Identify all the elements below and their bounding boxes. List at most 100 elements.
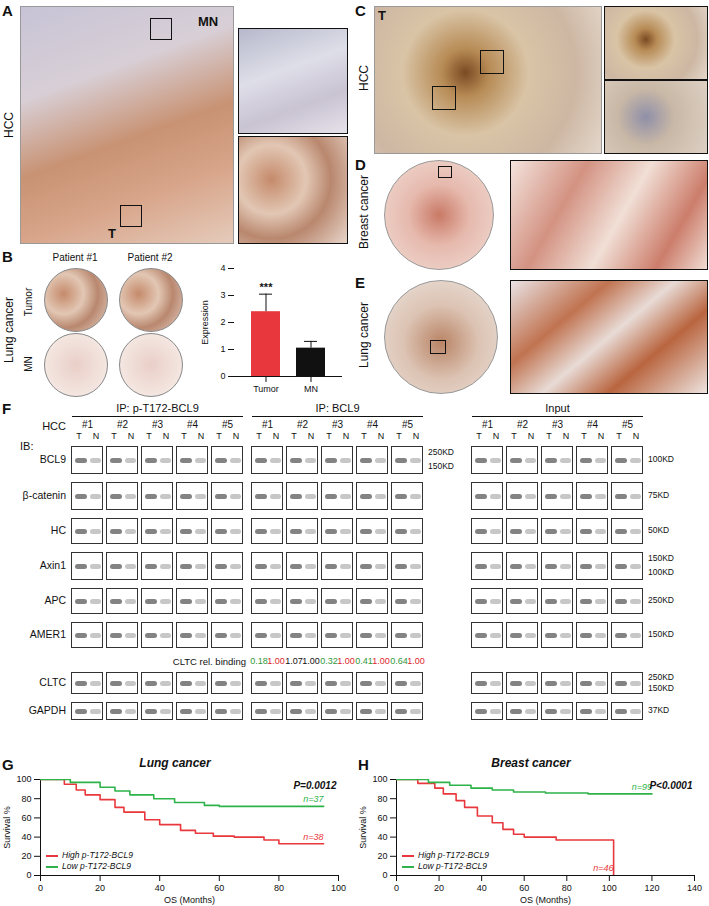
html-text:Breast cancer: Breast cancer	[491, 756, 571, 770]
html-text:MN: MN	[198, 14, 219, 29]
svg-text:***: ***	[260, 281, 274, 293]
html-text:Patient #2: Patient #2	[127, 252, 173, 263]
svg-text:40: 40	[21, 832, 31, 842]
html-text:#5: #5	[621, 419, 634, 430]
svg-text:Expression: Expression	[200, 300, 210, 345]
html-text:150KD: 150KD	[648, 682, 674, 693]
html-text:F: F	[2, 400, 12, 417]
svg-text:Tumor: Tumor	[253, 384, 279, 394]
html-text:250KD: 250KD	[648, 671, 674, 682]
svg-text:0: 0	[394, 883, 399, 893]
html-text:#5: #5	[221, 419, 234, 430]
html-text:HCC: HCC	[42, 420, 66, 432]
html-text:BCL9: BCL9	[39, 453, 66, 465]
html-text:Axin1: Axin1	[39, 559, 66, 571]
html-text:#4: #4	[366, 419, 379, 430]
html-text:H: H	[358, 756, 369, 773]
html-text:MN: MN	[22, 356, 34, 372]
svg-text:0: 0	[220, 371, 225, 381]
html-text:#1: #1	[481, 419, 494, 430]
html-text:IP: BCL9: IP: BCL9	[315, 402, 360, 414]
svg-text:40: 40	[155, 883, 165, 893]
html-text:#2: #2	[296, 419, 309, 430]
html-text:#3: #3	[151, 419, 164, 430]
html-text:C: C	[355, 2, 366, 19]
svg-text:3: 3	[220, 290, 225, 300]
html-text:CLTC: CLTC	[39, 676, 66, 688]
svg-text:OS (Months): OS (Months)	[164, 895, 215, 905]
svg-text:n=38: n=38	[303, 832, 323, 842]
html-text:#5: #5	[401, 419, 414, 430]
svg-text:60: 60	[214, 883, 224, 893]
svg-text:P=0.0012: P=0.0012	[293, 780, 337, 791]
svg-text:140: 140	[687, 883, 702, 893]
svg-text:1: 1	[220, 344, 225, 354]
html-text:B: B	[2, 248, 13, 265]
html-text:75KD: 75KD	[648, 490, 670, 500]
svg-text:Survival %: Survival %	[2, 806, 12, 849]
html-text:GAPDH: GAPDH	[28, 704, 66, 716]
html-text:β-catenin: β-catenin	[22, 489, 66, 501]
svg-text:n=37: n=37	[303, 794, 324, 804]
html-text:D: D	[355, 156, 366, 173]
html-text:G: G	[2, 756, 14, 773]
svg-text:100: 100	[372, 774, 387, 784]
svg-text:20: 20	[95, 883, 105, 893]
svg-text:0: 0	[382, 870, 387, 880]
html-text:#4: #4	[586, 419, 599, 430]
svg-text:0: 0	[38, 883, 43, 893]
html-text:Lung cancer: Lung cancer	[357, 302, 371, 368]
html-text:HCC: HCC	[357, 65, 371, 91]
svg-text:4: 4	[220, 263, 225, 273]
svg-text:40: 40	[477, 883, 487, 893]
svg-text:60: 60	[519, 883, 529, 893]
svg-text:MN: MN	[304, 384, 318, 394]
svg-text:100: 100	[602, 883, 617, 893]
html-text:250KD: 250KD	[428, 447, 454, 457]
svg-text:60: 60	[377, 813, 387, 823]
svg-text:40: 40	[377, 832, 387, 842]
svg-text:2: 2	[220, 317, 225, 327]
svg-text:20: 20	[21, 851, 31, 861]
html-text:E: E	[355, 274, 365, 291]
svg-text:OS (Months): OS (Months)	[520, 895, 571, 905]
svg-text:n=99: n=99	[631, 781, 652, 792]
svg-text:80: 80	[562, 883, 572, 893]
html-text:AMER1: AMER1	[29, 628, 66, 640]
svg-text:20: 20	[377, 851, 387, 861]
html-text:HC: HC	[50, 524, 66, 536]
svg-text:P<0.0001: P<0.0001	[649, 780, 693, 791]
html-text:IB:: IB:	[20, 440, 34, 452]
html-text:150KD: 150KD	[428, 461, 454, 471]
svg-text:100: 100	[16, 774, 31, 784]
html-text:APC: APC	[44, 594, 66, 606]
html-text:Lung cancer: Lung cancer	[139, 756, 211, 770]
html-text:IP: p-T172-BCL9: IP: p-T172-BCL9	[116, 402, 199, 414]
svg-text:100: 100	[331, 883, 346, 893]
svg-text:Survival %: Survival %	[358, 806, 368, 849]
html-text:Tumor: Tumor	[22, 287, 34, 317]
html-text:#4: #4	[186, 419, 199, 430]
html-text:#3: #3	[551, 419, 564, 430]
svg-text:20: 20	[434, 883, 444, 893]
svg-text:80: 80	[21, 794, 31, 804]
html-text:100KD: 100KD	[648, 454, 674, 464]
html-text:#2: #2	[516, 419, 529, 430]
html-text:HCC: HCC	[2, 112, 16, 138]
svg-text:80: 80	[377, 794, 387, 804]
html-text:Patient #1: Patient #1	[52, 252, 98, 263]
html-text:#1: #1	[261, 419, 274, 430]
html-text:#1: #1	[81, 419, 94, 430]
html-text:CLTC rel. binding: CLTC rel. binding	[172, 656, 246, 667]
html-text:A: A	[2, 2, 13, 19]
svg-text:80: 80	[274, 883, 284, 893]
svg-text:n=46: n=46	[593, 863, 613, 873]
svg-text:0: 0	[26, 870, 31, 880]
html-text:#3: #3	[331, 419, 344, 430]
html-text:#2: #2	[116, 419, 129, 430]
html-text:Lung cancer: Lung cancer	[2, 297, 16, 363]
svg-text:60: 60	[21, 813, 31, 823]
svg-text:120: 120	[644, 883, 659, 893]
html-text:Breast cancer: Breast cancer	[357, 175, 371, 249]
html-text:Input: Input	[545, 402, 570, 414]
